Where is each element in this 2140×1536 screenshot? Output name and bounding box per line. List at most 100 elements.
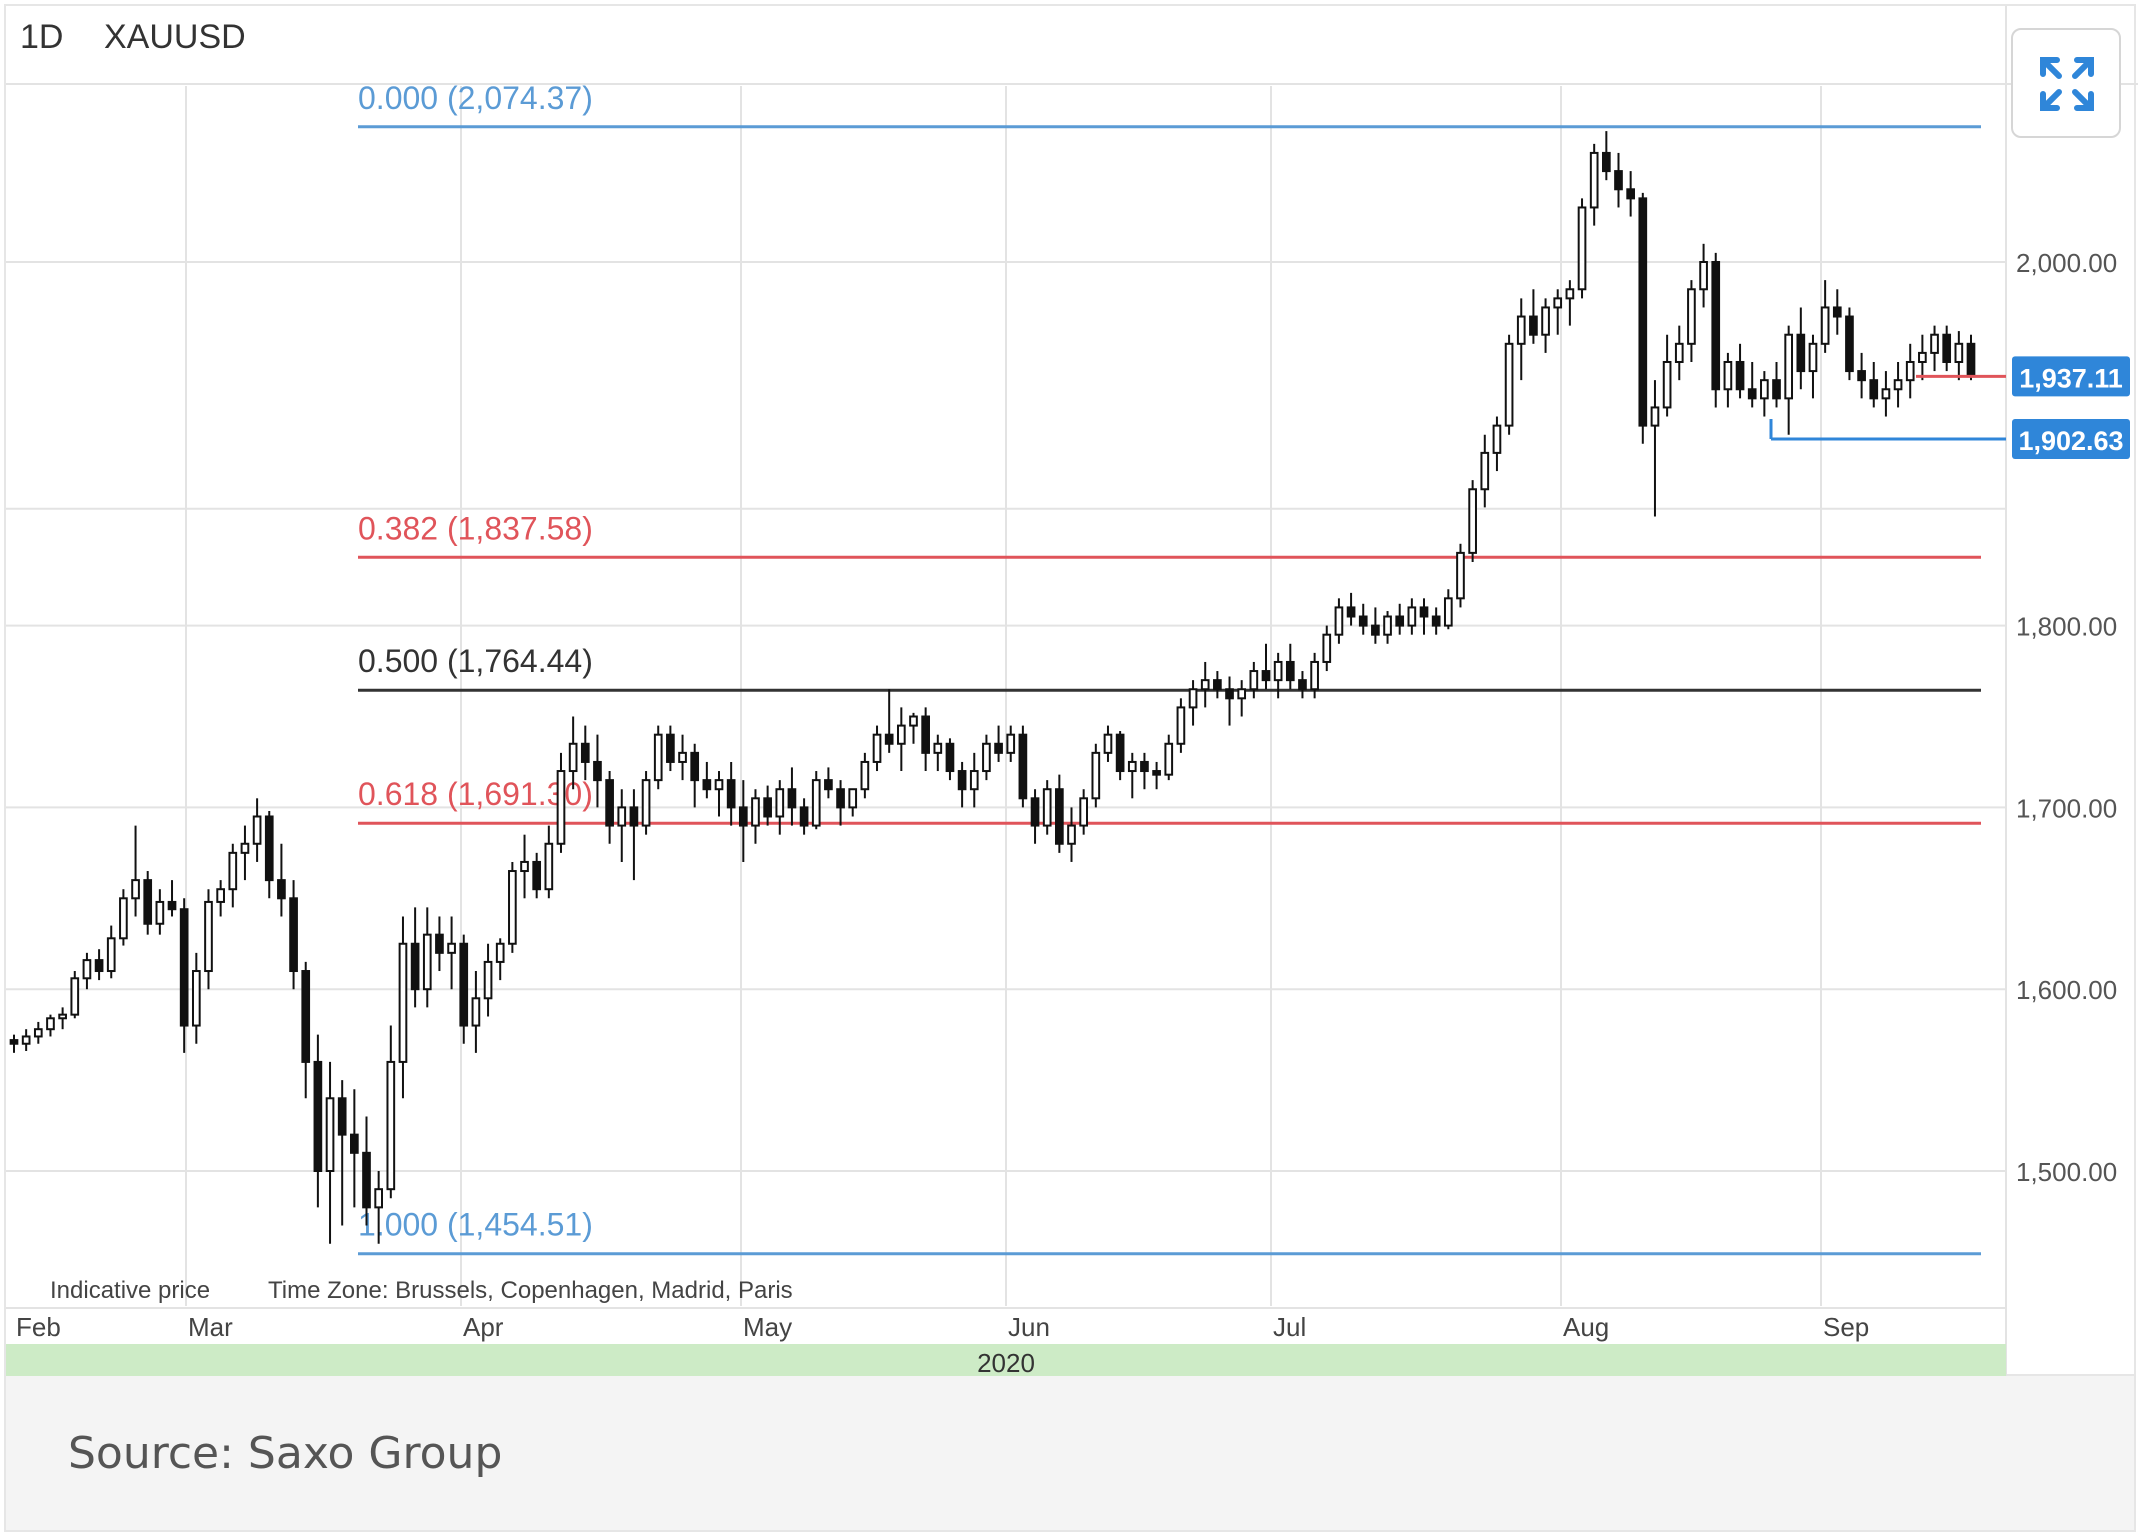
candle-body [216,888,225,903]
candle [82,952,92,990]
year-label: 2020 [977,1348,1035,1378]
candle-body [1845,315,1854,373]
candle-body [1358,615,1368,627]
candle [896,707,906,772]
candle [763,785,772,826]
candle-body [1480,451,1490,491]
candle-body [1954,342,1964,363]
candle [1966,334,1976,381]
candle-body [811,779,821,827]
candle [252,798,262,862]
candle [1553,289,1563,335]
expand-button[interactable] [2011,28,2121,138]
candle-body [994,742,1003,754]
candle-body [1626,188,1635,200]
candle [1881,371,1891,417]
x-tick-label: May [743,1312,792,1342]
candle-body [1298,679,1307,691]
candle-body [1893,379,1903,391]
timezone-note: Time Zone: Brussels, Copenhagen, Madrid,… [268,1277,793,1304]
candle-body [751,797,760,827]
candle-body [714,779,724,791]
candle [1055,774,1064,853]
candle-body [1541,306,1550,336]
candle-body [738,806,748,827]
candle-body [532,860,542,891]
candle [933,734,943,772]
candle-body [1516,315,1526,345]
candle [1164,734,1174,781]
indicative-price-note: Indicative price [50,1277,210,1304]
candle [811,771,821,830]
candle [799,798,809,835]
candle-body [362,1151,371,1209]
candle [836,780,845,826]
candle-body [1930,333,1939,354]
candle [1699,243,1708,308]
candle [422,907,432,1008]
candle-body [1273,660,1283,682]
candle [1273,652,1283,699]
candle [738,780,748,862]
candle-body [1055,788,1064,845]
candle-body [605,779,614,827]
candle [179,898,189,1053]
candle-body [678,751,687,763]
candle [568,716,578,790]
candle-body [824,779,833,791]
candle-body [520,860,529,873]
candle-body [386,1060,396,1191]
candle [1845,307,1854,381]
candle [957,761,967,808]
candle [495,938,505,981]
price-badge-label: 1,937.11 [2019,363,2123,393]
candle-body [1674,342,1684,363]
candle-body [9,1039,19,1045]
candle [921,707,930,772]
candle-body [1772,379,1781,400]
candle [1820,280,1830,353]
candle [313,1034,323,1208]
candle [1407,598,1417,635]
candle-body [1796,333,1806,373]
candle [143,871,153,935]
candle-body [556,770,566,845]
candle-body [775,788,785,818]
candle [410,907,420,1008]
x-tick-label: Apr [463,1312,504,1342]
candle-body [398,942,408,1063]
candle [1760,371,1769,417]
candle-body [1237,688,1247,700]
candle-body [1419,606,1429,618]
candle [1747,361,1757,408]
candle [1662,334,1672,417]
candle [605,771,614,844]
candle [1067,807,1076,862]
candle-body [1638,197,1648,427]
candle-body [435,933,444,954]
candle-body [666,733,675,763]
candle-body [252,815,262,845]
candle [1188,680,1198,726]
candle-body [787,788,797,809]
candle-body [410,942,420,991]
candle [580,725,590,781]
candle [1152,761,1161,790]
candle-body [1662,360,1672,409]
candle-body [1115,733,1125,773]
candle-body [1030,797,1040,827]
candle [1030,789,1040,844]
candle-body [1225,688,1234,700]
candle-body [94,959,104,973]
candle-body [969,770,979,791]
candle [264,811,274,899]
candle [1565,280,1575,326]
candle [386,1025,396,1199]
candle-body [1091,751,1101,800]
price-badge [2012,356,2130,397]
candlestick-chart[interactable]: 1D XAUUSD 2,000.00 1,800.00 1,700.00 1,600.00… [6,6,2138,1378]
candle [982,734,991,781]
candle [1784,325,1794,435]
candle-body [167,900,177,911]
